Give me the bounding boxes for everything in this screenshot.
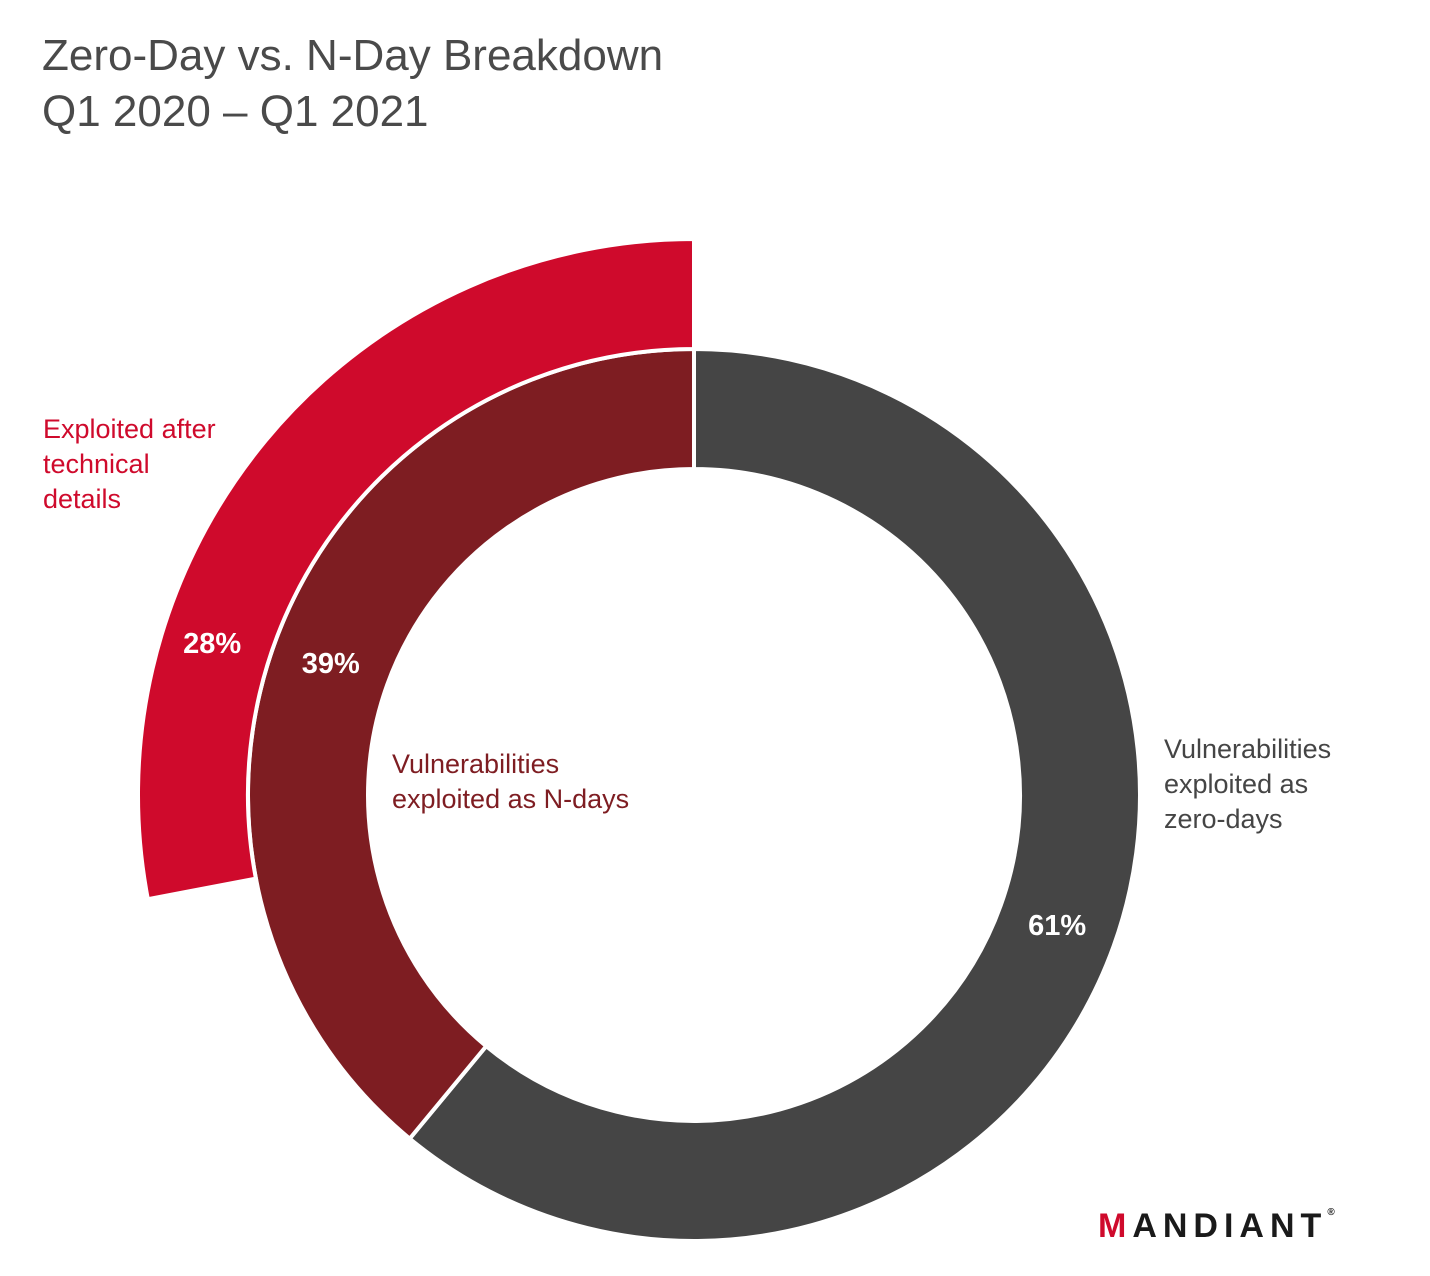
zeroday-slice-label-line-1: Vulnerabilities (1164, 734, 1332, 764)
outer-slice-0 (136, 236, 696, 902)
outer-slice-label-line-1: Exploited after (43, 414, 216, 444)
outer-slice-label-line-2: technical (43, 449, 150, 479)
nday-slice-label-line-2: exploited as N-days (392, 784, 630, 814)
nday-slice-label: Vulnerabilities exploited as N-days (392, 747, 629, 817)
inner-slice-0-value-label: 61% (1028, 910, 1086, 942)
outer-slice-0-value-label: 28% (183, 628, 241, 660)
inner-slice-0 (406, 346, 1142, 1243)
mandiant-logo: MANDIANT® (1098, 1207, 1335, 1246)
logo-first-letter: M (1098, 1207, 1133, 1245)
zeroday-slice-label: Vulnerabilities exploited as zero-days (1164, 732, 1331, 837)
chart-title-line-2: Q1 2020 – Q1 2021 (42, 87, 429, 136)
nday-slice-label-line-1: Vulnerabilities (392, 749, 560, 779)
zeroday-slice-label-line-3: zero-days (1164, 804, 1283, 834)
chart-title: Zero-Day vs. N-Day Breakdown Q1 2020 – Q… (42, 28, 663, 140)
zeroday-slice-label-line-2: exploited as (1164, 769, 1309, 799)
chart-title-line-1: Zero-Day vs. N-Day Breakdown (42, 31, 664, 80)
outer-slice-label-line-3: details (43, 484, 122, 514)
registered-mark: ® (1327, 1207, 1335, 1218)
logo-rest: ANDIANT (1132, 1207, 1328, 1245)
outer-slice-label: Exploited after technical details (43, 412, 216, 517)
inner-slice-1-value-label: 39% (302, 648, 360, 680)
